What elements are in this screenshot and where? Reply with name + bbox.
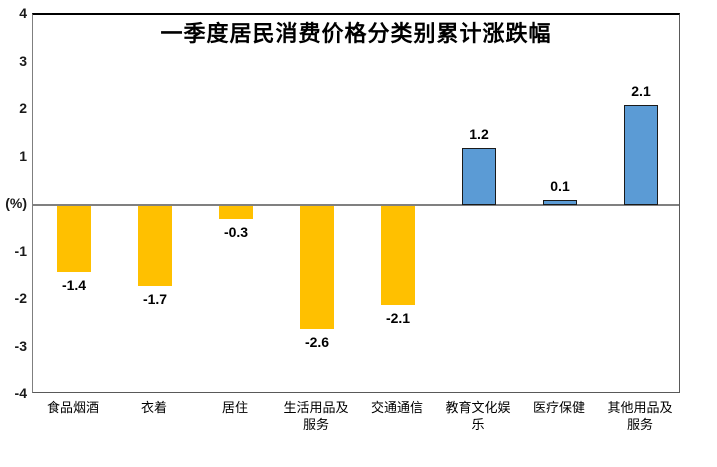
bar-series-5 <box>462 148 496 205</box>
category-label: 交通通信 <box>370 400 423 415</box>
data-label: 2.1 <box>631 83 651 99</box>
y-tick-label: 4 <box>19 5 27 21</box>
data-label: 0.1 <box>550 178 570 194</box>
y-tick-label: -1 <box>14 242 27 259</box>
data-label: -1.7 <box>142 291 168 307</box>
bar-series-7 <box>624 105 658 205</box>
plot-area: 一季度居民消费价格分类别累计涨跌幅 -1.4 -1.7 -0.3 -2.6 -2.1 1.… <box>32 13 680 393</box>
category-label: 食品烟酒 <box>46 400 99 415</box>
data-label: -0.3 <box>223 224 249 240</box>
category-label: 教育文化娱乐 <box>445 400 511 432</box>
category-label: 衣着 <box>140 400 167 415</box>
y-tick-label: -4 <box>14 385 27 401</box>
y-axis-unit-label: (%) <box>5 195 27 211</box>
chart-title: 一季度居民消费价格分类别累计涨跌幅 <box>160 21 552 46</box>
category-label: 居住 <box>221 400 248 415</box>
category-label: 其他用品及服务 <box>607 400 673 432</box>
bar-series-0 <box>57 206 91 272</box>
y-tick-label: 2 <box>19 100 27 116</box>
bar-series-3 <box>300 206 334 329</box>
data-label: -2.6 <box>304 334 330 350</box>
data-label: 1.2 <box>469 126 489 142</box>
y-tick-label: -2 <box>14 290 27 306</box>
bar-series-6 <box>543 200 577 205</box>
y-tick-label: -3 <box>14 337 27 354</box>
data-label: -1.4 <box>61 277 87 293</box>
y-tick-label: 3 <box>19 52 27 69</box>
zero-axis-line <box>33 204 679 206</box>
bar-series-1 <box>138 206 172 286</box>
bar-series-4 <box>381 206 415 305</box>
y-tick-label: 1 <box>19 147 27 164</box>
data-label: -2.1 <box>385 310 411 326</box>
category-label: 生活用品及服务 <box>283 400 349 432</box>
bar-series-2 <box>219 206 253 219</box>
category-label: 医疗保健 <box>532 400 585 415</box>
